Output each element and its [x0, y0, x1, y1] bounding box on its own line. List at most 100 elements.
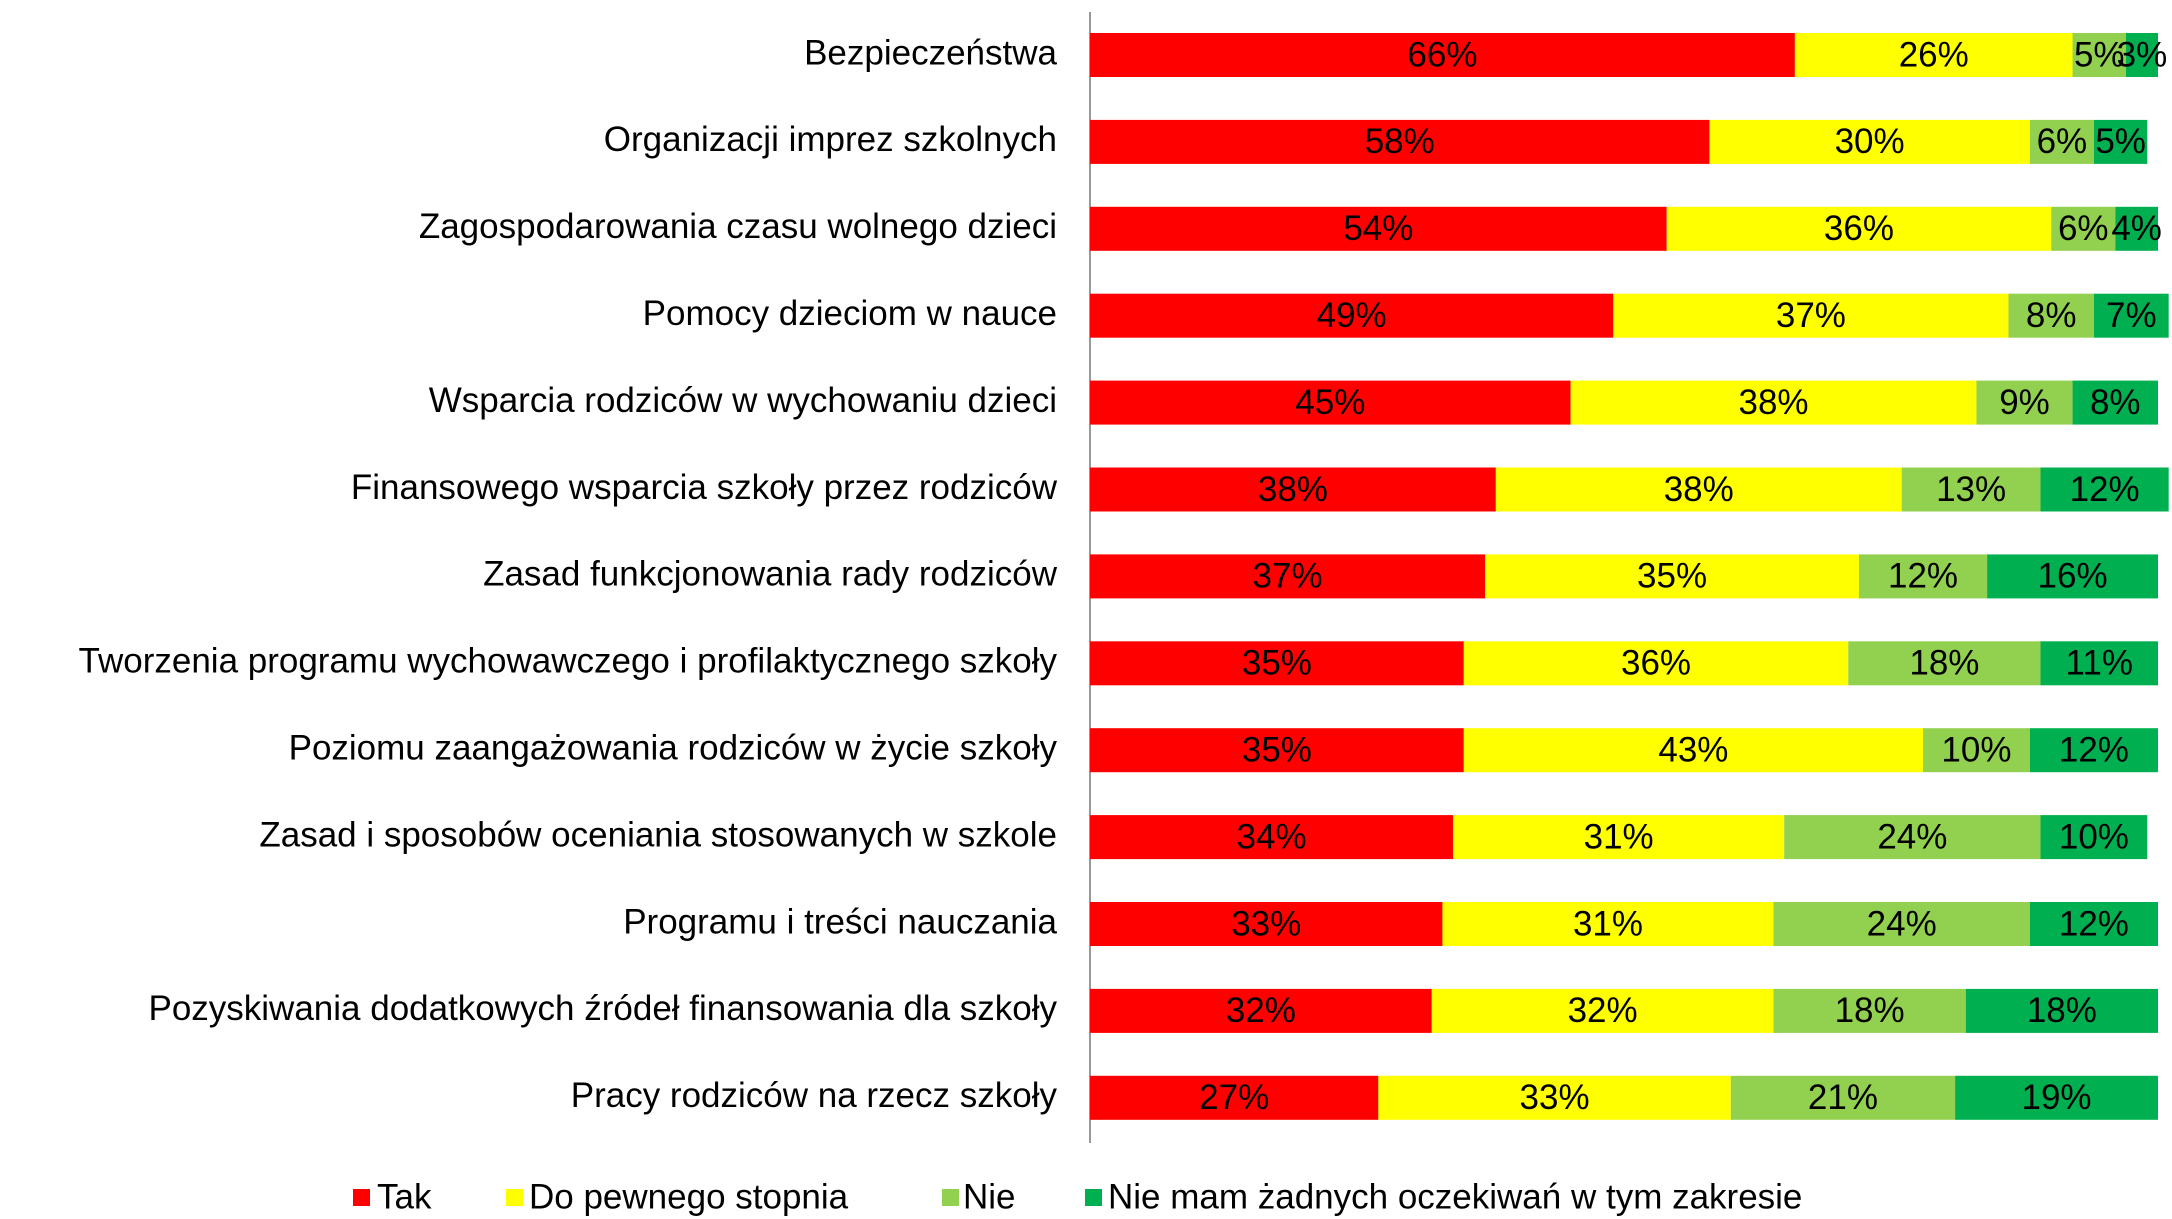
- data-label: 31%: [1573, 904, 1643, 943]
- bar-segment: [1955, 1075, 2158, 1120]
- category-label: Wsparcia rodziców w wychowaniu dzieci: [429, 381, 1057, 420]
- category-label: Programu i treści nauczania: [623, 902, 1057, 941]
- data-label: 58%: [1365, 122, 1435, 161]
- data-label: 12%: [2059, 904, 2129, 943]
- bar-segment: [1090, 902, 1443, 946]
- data-label: 43%: [1658, 730, 1728, 769]
- data-label: 45%: [1295, 383, 1365, 422]
- data-label: 12%: [2070, 470, 2140, 509]
- bar-segment: [2115, 206, 2158, 251]
- data-label: 10%: [1941, 730, 2011, 769]
- bar-segment: [1090, 1075, 1379, 1120]
- bar-segment: [1784, 815, 2041, 860]
- bar-segment: [2040, 815, 2148, 860]
- legend-label: Nie mam żadnych oczekiwań w tym zakresie: [1108, 1177, 1802, 1216]
- data-label: 49%: [1317, 296, 1387, 335]
- bar-segment: [1090, 554, 1486, 599]
- bar-segment: [1431, 988, 1774, 1033]
- bar-segment: [1463, 728, 1924, 773]
- bar-segment: [2093, 119, 2148, 164]
- data-label: 16%: [2038, 557, 2108, 596]
- bar-segment: [1090, 380, 1571, 425]
- category-label: Poziomu zaangażowania rodziców w życie s…: [289, 728, 1058, 767]
- data-label: 66%: [1407, 35, 1477, 74]
- bar-segment: [2029, 902, 2158, 946]
- bar-segment: [1923, 728, 2030, 773]
- data-label: 36%: [1824, 209, 1894, 248]
- data-label: 35%: [1637, 557, 1707, 596]
- bar-segment: [1858, 554, 1988, 599]
- data-label: 34%: [1237, 817, 1307, 856]
- data-label: 33%: [1231, 904, 1301, 943]
- data-label: 10%: [2059, 817, 2129, 856]
- data-label: 38%: [1258, 470, 1328, 509]
- data-label: 13%: [1936, 470, 2006, 509]
- bar-segment: [1987, 554, 2158, 599]
- bar-segment: [1442, 902, 1774, 946]
- data-label: 3%: [2117, 35, 2168, 74]
- bar-segment: [2051, 206, 2116, 251]
- data-label: 21%: [1808, 1078, 1878, 1117]
- bar-segment: [1666, 206, 2052, 251]
- legend-label: Do pewnego stopnia: [529, 1177, 849, 1216]
- bar-segment: [1773, 902, 2030, 946]
- bar-segment: [1495, 467, 1902, 512]
- data-label: 36%: [1621, 644, 1691, 683]
- data-label: 5%: [2074, 35, 2125, 74]
- category-label: Zasad i sposobów oceniania stosowanych w…: [259, 815, 1057, 854]
- bar-segment: [1090, 206, 1667, 251]
- data-label: 27%: [1199, 1078, 1269, 1117]
- bar-segment: [1090, 119, 1710, 164]
- bar-segment: [1090, 467, 1496, 512]
- bar-segment: [1613, 293, 2009, 338]
- data-label: 8%: [2026, 296, 2077, 335]
- bar-segment: [1485, 554, 1859, 599]
- data-label: 26%: [1899, 35, 1969, 74]
- bar-segment: [2072, 33, 2126, 77]
- bar-segment: [1090, 988, 1432, 1033]
- bar-segment: [1794, 33, 2073, 77]
- data-label: 4%: [2111, 209, 2162, 248]
- data-label: 8%: [2090, 383, 2141, 422]
- category-label: Tworzenia programu wychowawczego i profi…: [79, 642, 1058, 681]
- bar-segment: [2029, 119, 2094, 164]
- data-label: 30%: [1835, 122, 1905, 161]
- bar-segment: [1965, 988, 2158, 1033]
- data-label: 38%: [1664, 470, 1734, 509]
- bar-segment: [1090, 641, 1464, 686]
- category-label: Pracy rodziców na rzecz szkoły: [571, 1076, 1058, 1115]
- data-label: 6%: [2058, 209, 2109, 248]
- data-label: 18%: [1909, 644, 1979, 683]
- category-label: Organizacji imprez szkolnych: [604, 120, 1057, 159]
- bar-segment: [1730, 1075, 1956, 1120]
- data-label: 31%: [1584, 817, 1654, 856]
- bar-segment: [1090, 293, 1614, 338]
- bar-segment: [2125, 33, 2158, 77]
- legend-label: Tak: [377, 1177, 432, 1216]
- legend-swatch: [506, 1189, 523, 1206]
- bar-segment: [1463, 641, 1849, 686]
- data-label: 12%: [1888, 557, 1958, 596]
- bar-segment: [2040, 467, 2169, 512]
- data-label: 5%: [2095, 122, 2146, 161]
- category-label: Pozyskiwania dodatkowych źródeł finansow…: [148, 989, 1057, 1028]
- data-label: 18%: [2027, 991, 2097, 1030]
- category-label: Bezpieczeństwa: [804, 33, 1057, 72]
- bar-segment: [1976, 380, 2073, 425]
- category-label: Zasad funkcjonowania rady rodziców: [483, 555, 1058, 594]
- data-label: 12%: [2059, 730, 2129, 769]
- bar-segment: [1453, 815, 1785, 860]
- data-label: 7%: [2106, 296, 2157, 335]
- data-label: 35%: [1242, 730, 1312, 769]
- legend-label: Nie: [963, 1177, 1016, 1216]
- bar-segment: [2029, 728, 2158, 773]
- data-label: 35%: [1242, 644, 1312, 683]
- bar-segment: [1848, 641, 2041, 686]
- data-label: 33%: [1520, 1078, 1590, 1117]
- legend-swatch: [942, 1189, 959, 1206]
- data-label: 37%: [1253, 557, 1323, 596]
- legend-swatch: [353, 1189, 370, 1206]
- bar-segment: [2093, 293, 2169, 338]
- bar-segment: [2072, 380, 2158, 425]
